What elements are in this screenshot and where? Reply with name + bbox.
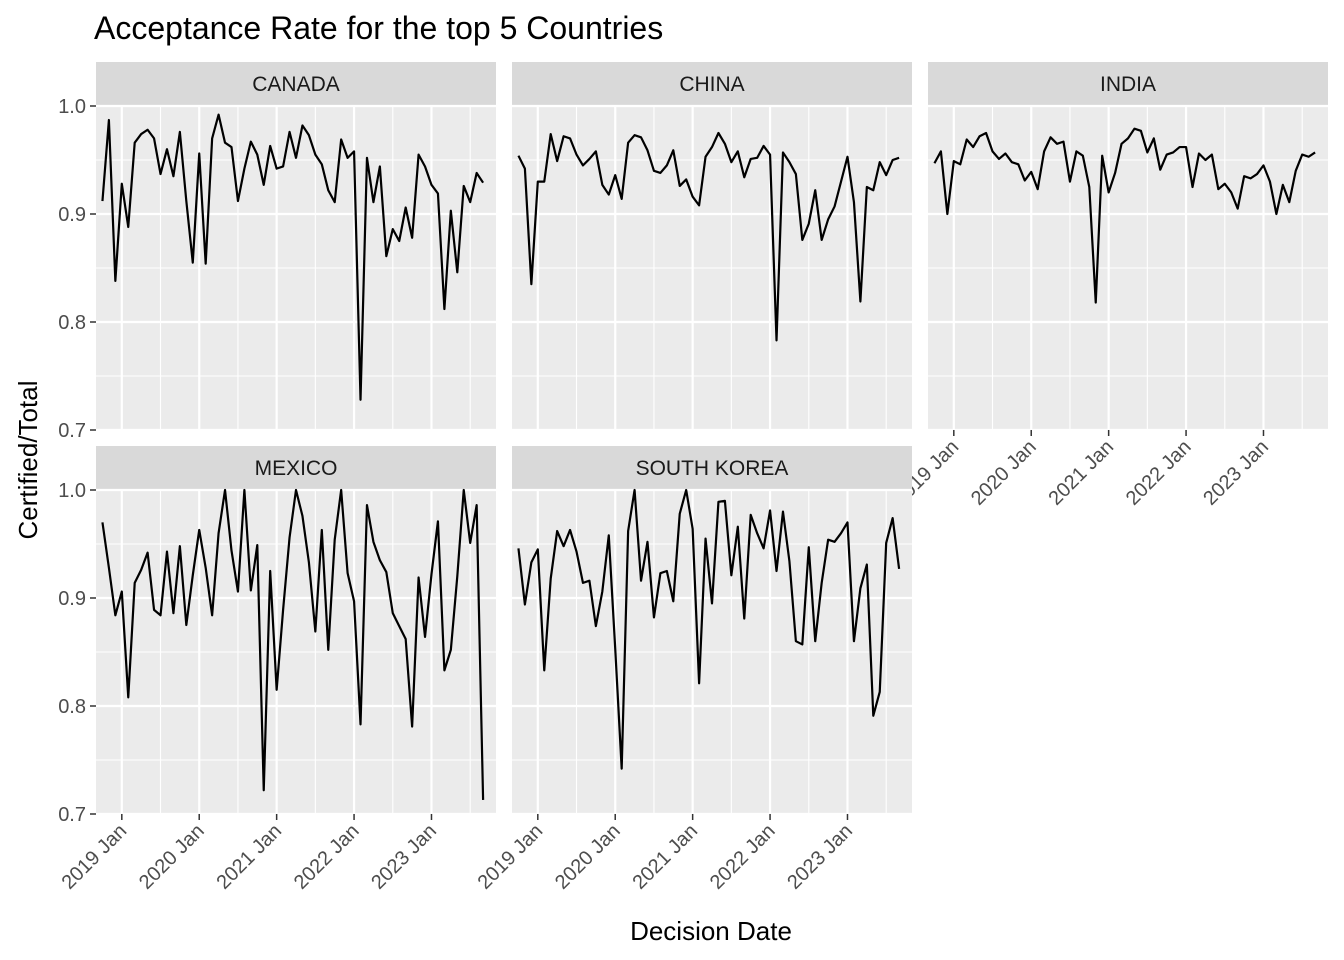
panel-china: CHINA bbox=[512, 62, 912, 432]
facet-strip-label: SOUTH KOREA bbox=[636, 457, 789, 480]
y-tick-label: 0.7 bbox=[58, 804, 86, 826]
panel-canada: CANADA 0.7 0.8 0.9 1.0 bbox=[58, 62, 496, 442]
facet-strip bbox=[928, 62, 1328, 106]
series-line bbox=[517, 488, 901, 770]
series-line bbox=[517, 131, 900, 342]
facet-strip bbox=[96, 62, 496, 106]
facet-strip-label: CHINA bbox=[679, 73, 744, 96]
facet-strip-label: MEXICO bbox=[255, 457, 338, 480]
y-axis-title: Certified/Total bbox=[13, 381, 43, 540]
y-tick-label: 0.9 bbox=[58, 204, 86, 226]
facet-strip bbox=[512, 62, 912, 106]
y-tick-label: 0.9 bbox=[58, 588, 86, 610]
series-line bbox=[101, 488, 485, 800]
x-axis-title: Decision Date bbox=[630, 916, 792, 946]
series-line bbox=[933, 127, 1316, 304]
y-tick-label: 0.7 bbox=[58, 420, 86, 442]
y-tick-label: 1.0 bbox=[58, 96, 86, 118]
facet-strip-label: INDIA bbox=[1100, 73, 1156, 96]
chart-title: Acceptance Rate for the top 5 Countries bbox=[94, 10, 663, 46]
y-tick-label: 1.0 bbox=[58, 480, 86, 502]
y-tick-label: 0.8 bbox=[58, 696, 86, 718]
facet-strip bbox=[512, 446, 912, 490]
y-tick-label: 0.8 bbox=[58, 312, 86, 334]
facet-strip-label: CANADA bbox=[252, 73, 340, 96]
series-line bbox=[101, 113, 485, 401]
facet-strip bbox=[96, 446, 496, 490]
